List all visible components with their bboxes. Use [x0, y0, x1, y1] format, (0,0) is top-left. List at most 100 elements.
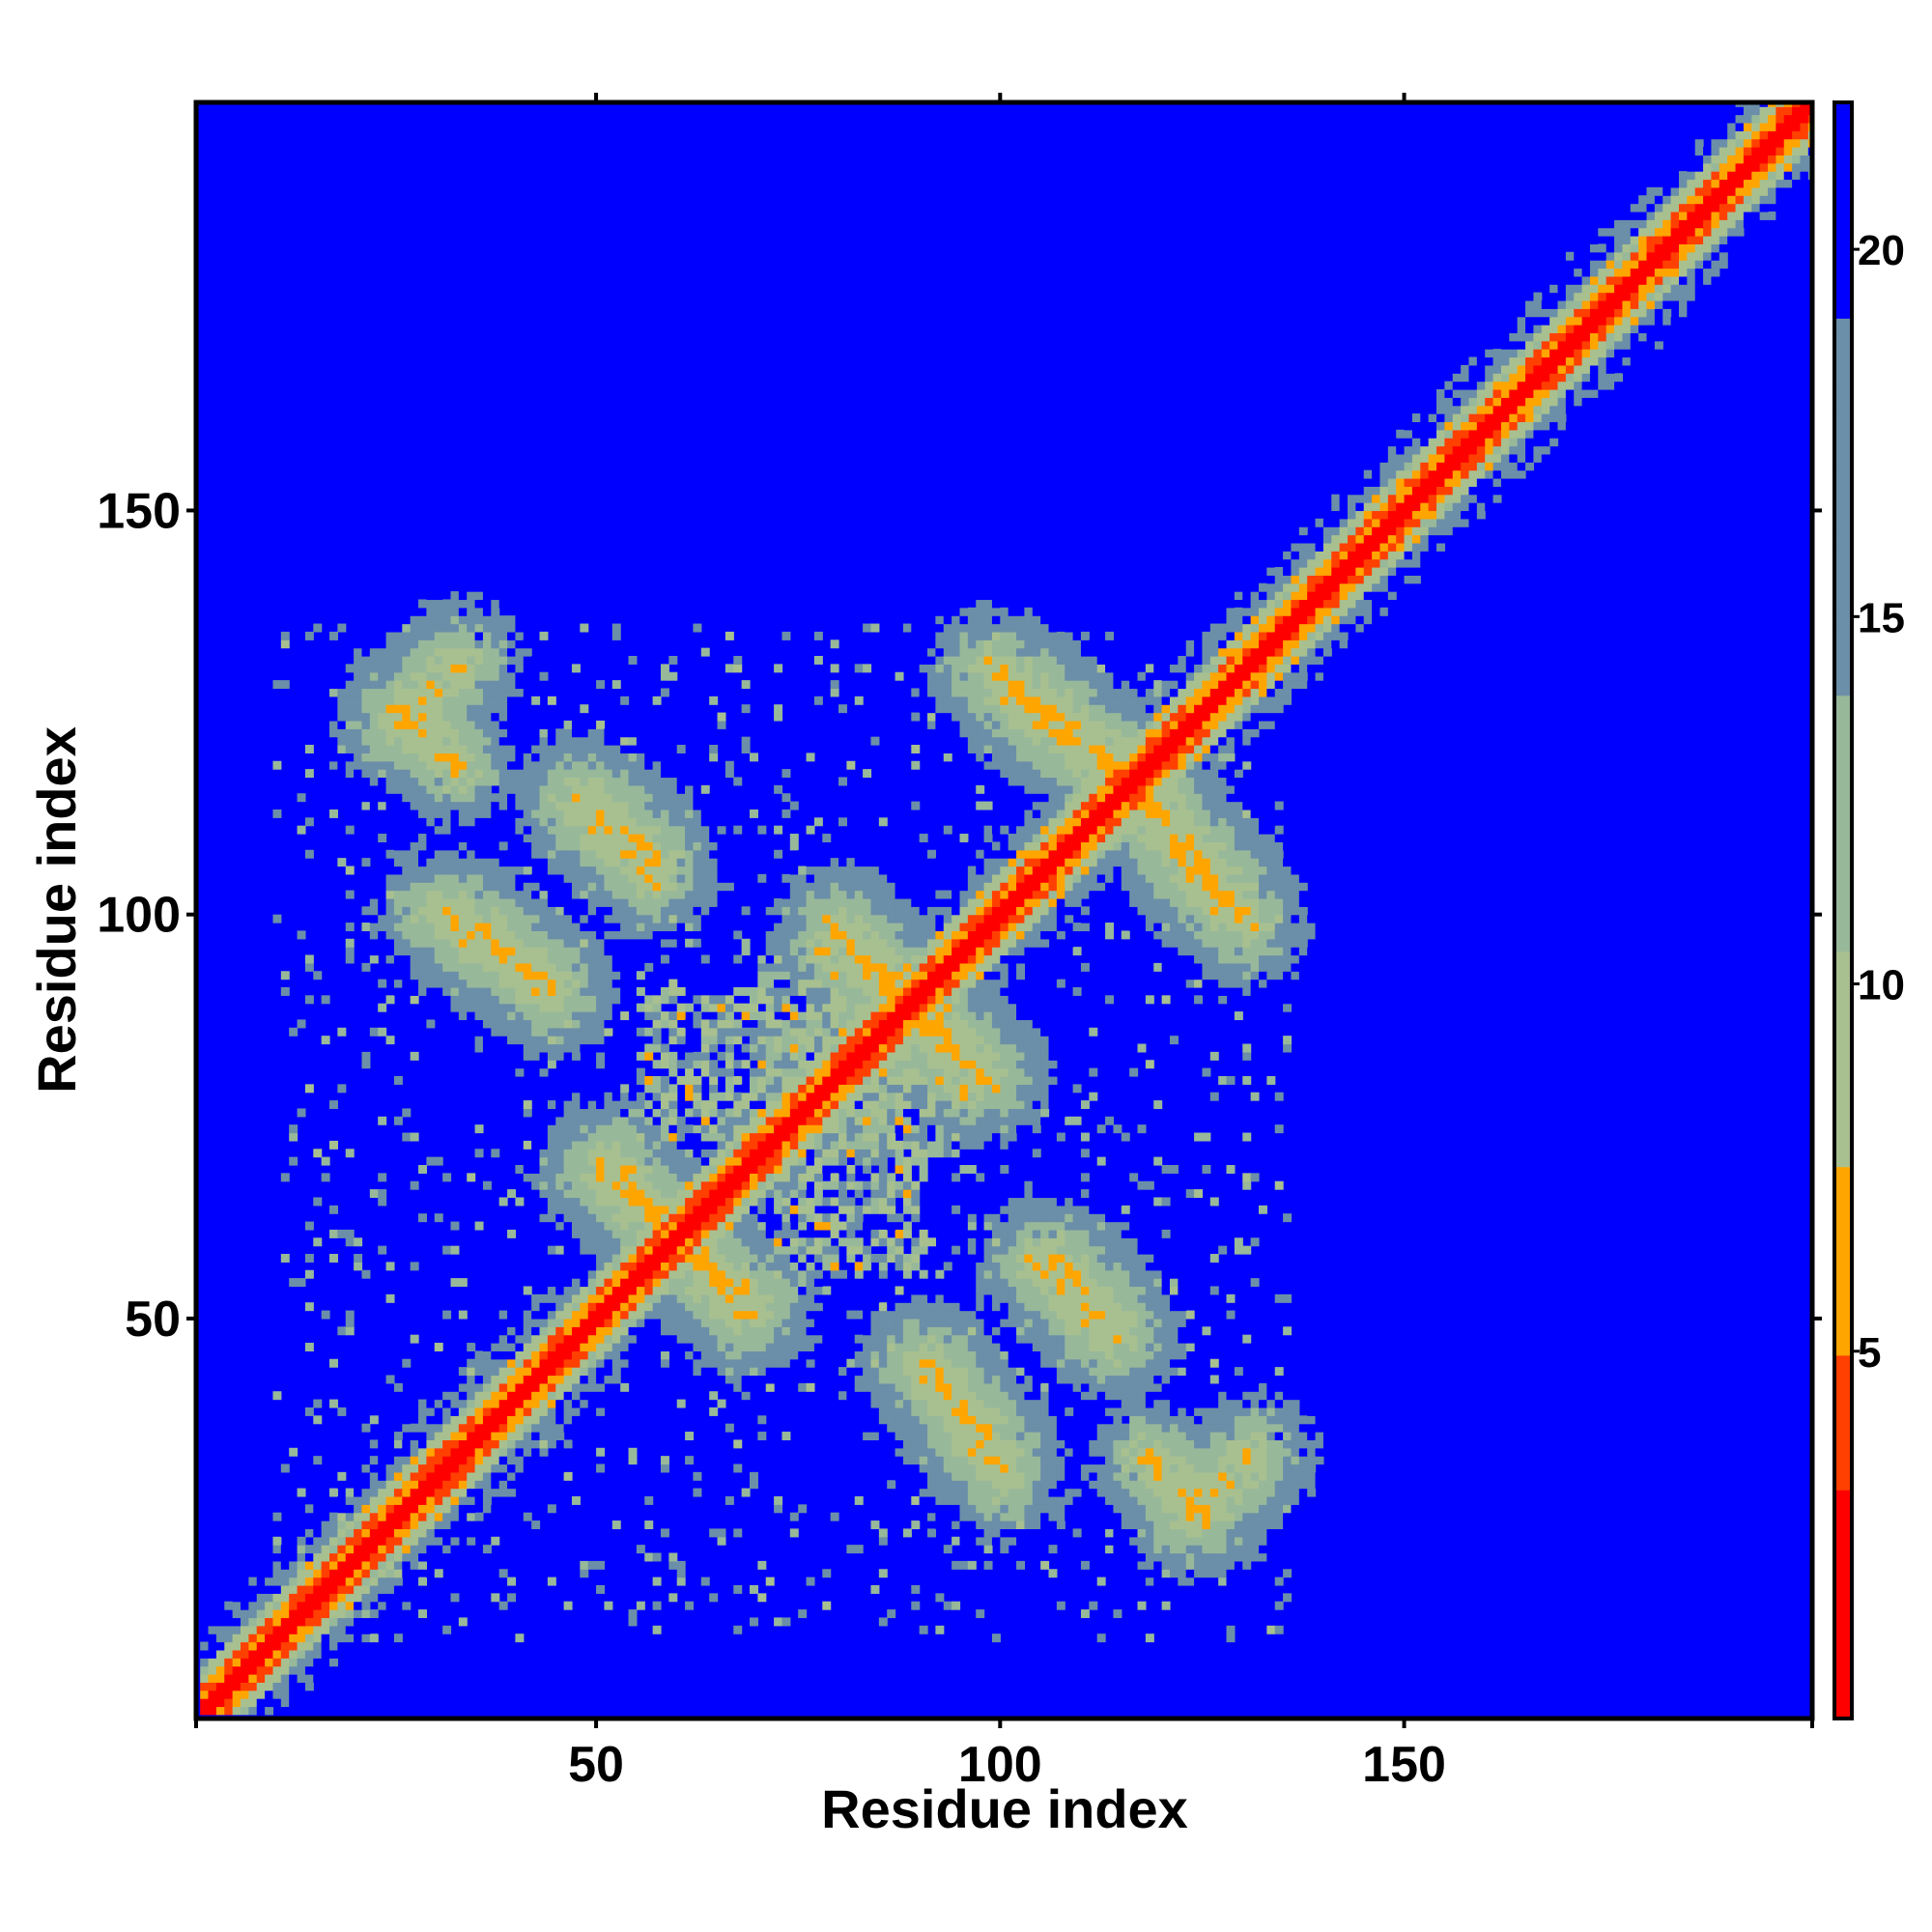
heatmap-cell	[256, 1641, 266, 1651]
heatmap-cell	[1291, 1456, 1300, 1465]
heatmap-cell	[304, 1254, 314, 1263]
heatmap-cell	[539, 1343, 549, 1351]
heatmap-cell	[709, 1293, 719, 1303]
heatmap-cell	[418, 873, 428, 883]
heatmap-cell	[410, 1520, 419, 1530]
heatmap-cell	[232, 1617, 242, 1627]
heatmap-cell	[652, 1302, 662, 1312]
heatmap-cell	[1024, 1326, 1034, 1336]
heatmap-cell	[774, 1375, 783, 1384]
heatmap-cell	[596, 809, 606, 818]
heatmap-cell	[1266, 1423, 1276, 1433]
heatmap-cell	[547, 1180, 556, 1190]
heatmap-cell	[434, 1432, 443, 1441]
heatmap-cell	[458, 809, 468, 818]
heatmap-cell	[393, 688, 403, 697]
heatmap-cell	[515, 623, 525, 633]
heatmap-cell	[224, 1601, 234, 1610]
heatmap-cell	[611, 720, 621, 729]
heatmap-cell	[515, 1164, 525, 1174]
heatmap-cell	[604, 882, 613, 892]
heatmap-cell	[498, 1019, 508, 1029]
heatmap-cell	[1080, 1399, 1090, 1408]
heatmap-cell	[329, 1100, 338, 1110]
heatmap-cell	[265, 1649, 274, 1659]
heatmap-cell	[571, 914, 581, 923]
heatmap-cell	[1153, 1375, 1163, 1384]
heatmap-cell	[442, 696, 452, 705]
heatmap-cell	[587, 1019, 597, 1029]
heatmap-cell	[467, 930, 476, 940]
heatmap-cell	[1137, 1302, 1147, 1312]
heatmap-cell	[1266, 1536, 1276, 1546]
heatmap-cell	[523, 688, 532, 697]
heatmap-cell	[1096, 1512, 1106, 1521]
heatmap-cell	[967, 1560, 977, 1570]
heatmap-cell	[580, 1156, 589, 1166]
heatmap-cell	[902, 1406, 912, 1416]
heatmap-cell	[507, 897, 517, 907]
heatmap-cell	[507, 1488, 517, 1497]
heatmap-cell	[345, 1634, 355, 1643]
heatmap-cell	[1129, 1439, 1139, 1449]
heatmap-cell	[498, 656, 508, 665]
heatmap-cell	[967, 1480, 977, 1490]
heatmap-cell	[402, 801, 412, 810]
heatmap-cell	[1008, 1310, 1017, 1320]
heatmap-cell	[798, 1350, 808, 1360]
heatmap-cell	[774, 1334, 783, 1344]
heatmap-cell	[604, 784, 613, 794]
heatmap-cell	[700, 1350, 710, 1360]
heatmap-cell	[1161, 1512, 1171, 1521]
heatmap-cell	[402, 979, 412, 988]
heatmap-cell	[410, 753, 419, 762]
heatmap-cell	[959, 1471, 969, 1481]
heatmap-cell	[1242, 1471, 1252, 1481]
heatmap-cell	[467, 793, 476, 803]
heatmap-cell	[498, 1601, 508, 1610]
heatmap-cell	[523, 1108, 532, 1118]
heatmap-cell	[1056, 1310, 1065, 1320]
heatmap-cell	[1016, 1391, 1026, 1401]
heatmap-cell	[1072, 1447, 1082, 1457]
heatmap-cell	[1016, 1367, 1026, 1377]
heatmap-cell	[863, 1334, 872, 1344]
heatmap-cell	[507, 1471, 517, 1481]
heatmap-cell	[378, 728, 387, 738]
heatmap-cell	[442, 664, 452, 673]
heatmap-cell	[482, 1406, 492, 1416]
heatmap-cell	[442, 736, 452, 746]
heatmap-cell	[580, 849, 589, 859]
heatmap-cell	[1072, 1439, 1082, 1449]
heatmap-cell	[272, 1593, 282, 1603]
heatmap-cell	[1000, 1415, 1009, 1425]
heatmap-cell	[523, 1003, 532, 1012]
heatmap-cell	[539, 1318, 549, 1327]
heatmap-cell	[1153, 1432, 1163, 1441]
heatmap-cell	[967, 1488, 977, 1497]
heatmap-cell	[911, 1415, 921, 1425]
heatmap-cell	[369, 1495, 379, 1505]
heatmap-cell	[967, 1432, 977, 1441]
heatmap-cell	[280, 1682, 290, 1691]
heatmap-cell	[1258, 1423, 1267, 1433]
heatmap-cell	[491, 712, 500, 722]
heatmap-cell	[587, 1399, 597, 1408]
heatmap-cell	[1291, 1432, 1300, 1441]
heatmap-cell	[1161, 1584, 1171, 1594]
heatmap-cell	[983, 1350, 993, 1360]
heatmap-cell	[870, 1343, 880, 1351]
heatmap-cell	[1137, 1447, 1147, 1457]
heatmap-cell	[652, 1334, 662, 1344]
heatmap-cell	[410, 1262, 419, 1271]
heatmap-cell	[1032, 1528, 1041, 1538]
heatmap-cell	[450, 1528, 460, 1538]
heatmap-cell	[289, 1601, 298, 1610]
heatmap-cell	[337, 1084, 347, 1094]
heatmap-cell	[587, 1140, 597, 1150]
heatmap-cell	[943, 1495, 952, 1505]
heatmap-cell	[450, 801, 460, 810]
heatmap-cell	[733, 1343, 743, 1351]
heatmap-cell	[611, 1334, 621, 1344]
heatmap-cell	[611, 1173, 621, 1182]
